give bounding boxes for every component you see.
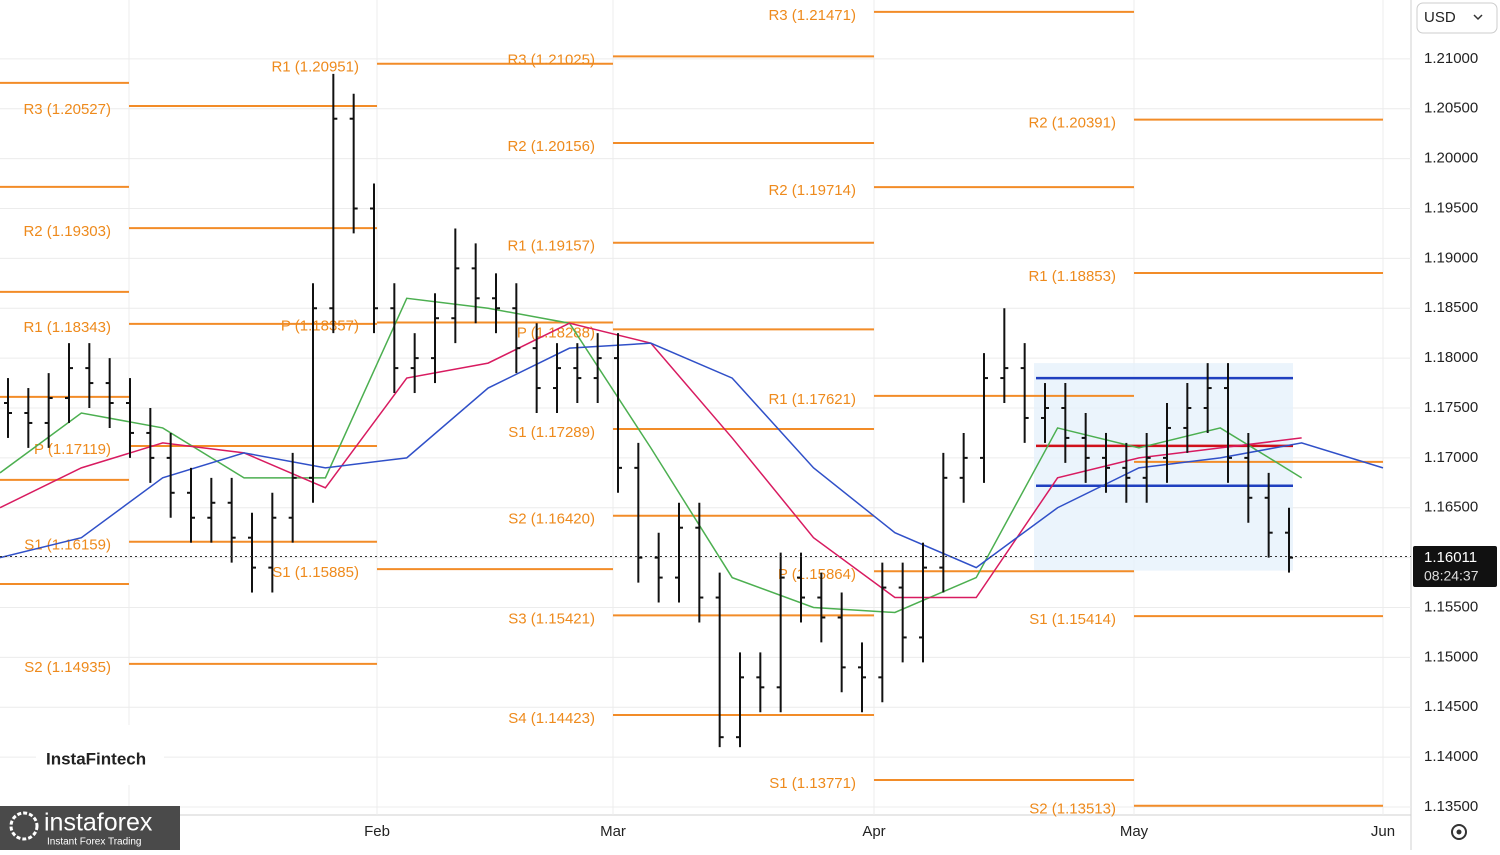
- x-tick-label: Feb: [364, 823, 390, 840]
- current-price: 1.16011: [1424, 549, 1477, 566]
- pivot-label: S4 (1.14423): [508, 710, 595, 727]
- pivot-label: S1 (1.16159): [24, 537, 111, 554]
- instaforex-tagline: Instant Forex Trading: [47, 837, 142, 848]
- pivot-label: S2 (1.14935): [24, 659, 111, 676]
- x-tick-label: Apr: [862, 823, 885, 840]
- pivot-label: R1 (1.18853): [1028, 268, 1116, 285]
- y-tick-label: 1.14000: [1424, 748, 1478, 765]
- x-tick-label: May: [1120, 823, 1149, 840]
- y-tick-label: 1.15500: [1424, 598, 1478, 615]
- axes: 1.21000 1.20500 1.20000 1.19500 1.19000 1.185…: [364, 50, 1478, 840]
- y-tick-label: 1.20500: [1424, 100, 1478, 117]
- y-tick-label: 1.20000: [1424, 150, 1478, 167]
- pivot-label: P (1.17119): [34, 441, 111, 458]
- gear[interactable]: [1451, 824, 1467, 840]
- settings-icon[interactable]: [1451, 824, 1467, 840]
- x-tick-label: Mar: [600, 823, 626, 840]
- dropdown-arrow: [1473, 14, 1483, 21]
- pivot-label: S1 (1.13771): [769, 775, 856, 792]
- y-tick-label: 1.18000: [1424, 349, 1478, 366]
- y-tick-label: 1.19000: [1424, 249, 1478, 266]
- fintech-logo: InstaFintech: [46, 749, 146, 768]
- pivot-label: R2 (1.19714): [768, 182, 856, 199]
- y-tick-label: 1.18500: [1424, 299, 1478, 316]
- pivot-label: S3 (1.15421): [508, 610, 595, 627]
- pivot-label: R3 (1.20527): [23, 101, 111, 118]
- pivot-label: R1 (1.20951): [271, 59, 359, 76]
- y-tick-label: 1.21000: [1424, 50, 1478, 67]
- y-tick-label: 1.13500: [1424, 798, 1478, 815]
- price-bars: [0, 73, 1411, 748]
- pivot-label: S1 (1.15885): [272, 564, 359, 581]
- price-badge: [1413, 546, 1497, 587]
- y-tick-label: 1.14500: [1424, 698, 1478, 715]
- moving-average: [0, 342, 1384, 569]
- volume-profile: [1034, 363, 1293, 571]
- y-tick-label: 1.17500: [1424, 399, 1478, 416]
- x-tick-label: Jun: [1371, 823, 1395, 840]
- instaforex-logo: instaforex: [44, 809, 153, 837]
- pivot-label: R3 (1.21471): [768, 7, 856, 24]
- pivot-label: S2 (1.16420): [508, 511, 595, 528]
- y-tick-label: 1.15000: [1424, 648, 1478, 665]
- pivot-label: R2 (1.20156): [507, 138, 595, 155]
- y-tick-label: 1.16500: [1424, 499, 1478, 516]
- pivot-label: S1 (1.17289): [508, 424, 595, 441]
- pivot-label: P (1.18357): [281, 317, 359, 334]
- instaforex-emblem: [9, 811, 39, 841]
- currency: USD: [1424, 9, 1456, 26]
- countdown: 08:24:37: [1424, 568, 1479, 584]
- pivot-label: R2 (1.20391): [1028, 115, 1116, 132]
- pivot-label: R1 (1.17621): [768, 391, 856, 408]
- profile-box: [1034, 363, 1293, 571]
- y-tick-label: 1.17000: [1424, 449, 1478, 466]
- pivot-label: R2 (1.19303): [23, 223, 111, 240]
- pivot-label: R1 (1.18343): [23, 319, 111, 336]
- currency-select[interactable]: [1416, 2, 1498, 34]
- fintech-logo-box: [36, 725, 164, 785]
- gear-hub[interactable]: [1456, 829, 1462, 835]
- pivot-label: R3 (1.21025): [507, 51, 595, 68]
- pivot-label: P (1.15864): [778, 566, 856, 583]
- pivot-label: S1 (1.15414): [1029, 611, 1116, 628]
- pivot-label: S2 (1.13513): [1029, 801, 1116, 818]
- pivot-label: R1 (1.19157): [507, 238, 595, 255]
- y-tick-label: 1.19500: [1424, 199, 1478, 216]
